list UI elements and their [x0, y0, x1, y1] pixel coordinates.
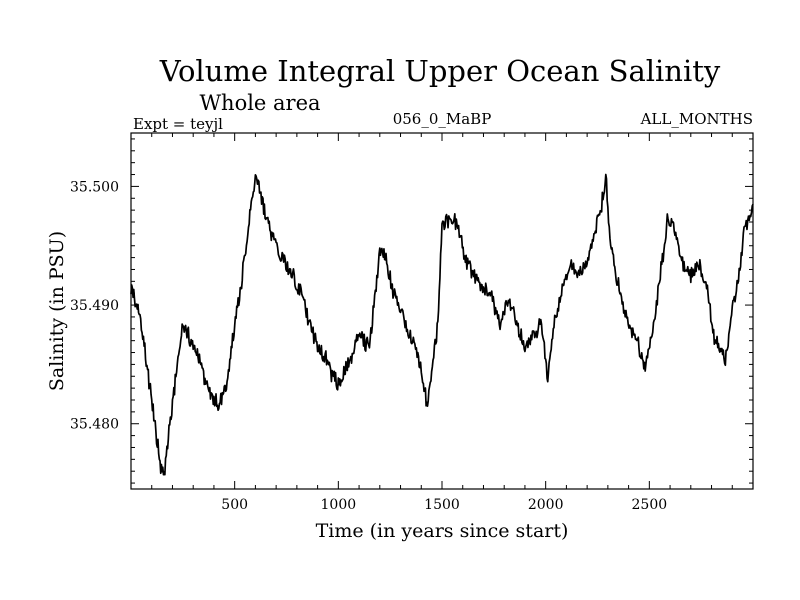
y-tick-label: 35.490	[70, 298, 119, 314]
x-tick-label: 1000	[321, 497, 357, 513]
experiment-label: Expt = teyjl	[133, 115, 223, 133]
x-tick-label: 1500	[424, 497, 460, 513]
x-tick-label: 2500	[632, 497, 668, 513]
axis-ticks	[131, 133, 753, 489]
chart-subtitle: Whole area	[199, 91, 320, 115]
salinity-series-line	[130, 173, 754, 476]
y-axis-label: Salinity (in PSU)	[46, 231, 68, 391]
period-label: 056_0_MaBP	[393, 110, 492, 128]
x-tick-label: 2000	[528, 497, 564, 513]
y-tick-label: 35.480	[70, 417, 119, 433]
x-tick-label: 500	[221, 497, 248, 513]
axis-tick-labels: 500 1000 1500 2000 2500 35.480 35.490 35.500	[70, 179, 667, 513]
chart-title: Volume Integral Upper Ocean Salinity	[159, 54, 721, 88]
plot-frame	[130, 132, 754, 490]
months-label: ALL_MONTHS	[640, 110, 753, 128]
y-tick-label: 35.500	[70, 179, 119, 195]
x-axis-label: Time (in years since start)	[316, 520, 569, 542]
